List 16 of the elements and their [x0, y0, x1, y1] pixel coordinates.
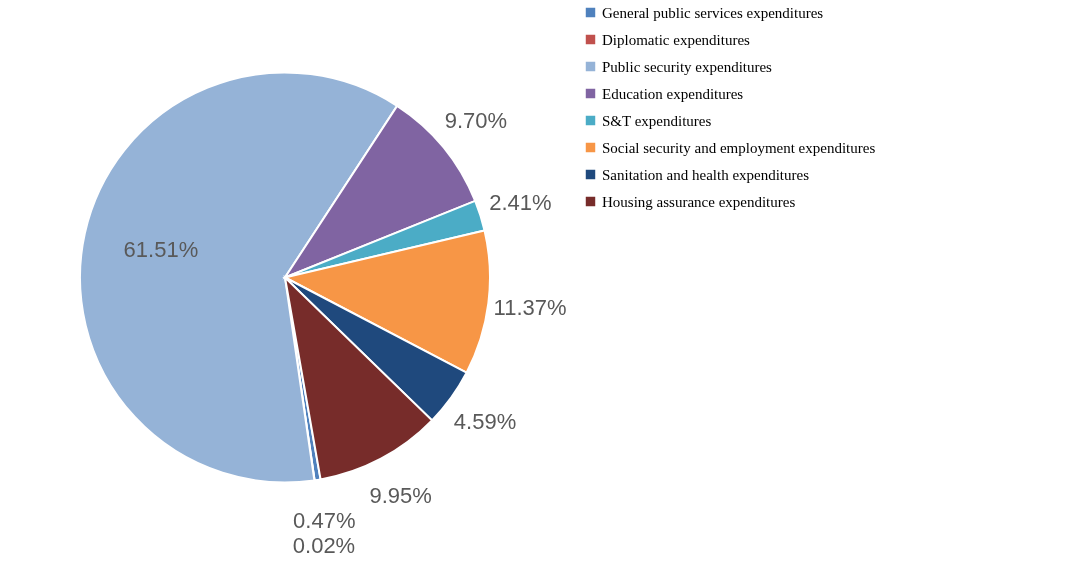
data-label: 0.47% [293, 508, 356, 534]
legend-label: General public services expenditures [602, 4, 824, 21]
data-label: 4.59% [453, 409, 517, 435]
legend-label: Education expenditures [602, 85, 744, 102]
data-label: 61.51% [123, 237, 199, 263]
legend-label: Social security and employment expenditures [602, 139, 876, 156]
data-label: 9.70% [444, 107, 508, 133]
legend-label: Diplomatic expenditures [602, 31, 751, 48]
legend-label: Sanitation and health expenditures [602, 166, 810, 183]
legend-label: Public security expenditures [602, 58, 773, 75]
data-label: 9.95% [369, 482, 432, 508]
data-label: 2.41% [489, 189, 552, 215]
legend-label: Housing assurance expenditures [602, 193, 796, 210]
data-label: 11.37% [493, 295, 567, 321]
legend-label: S&T expenditures [602, 112, 712, 129]
data-label: 0.02% [292, 532, 356, 558]
